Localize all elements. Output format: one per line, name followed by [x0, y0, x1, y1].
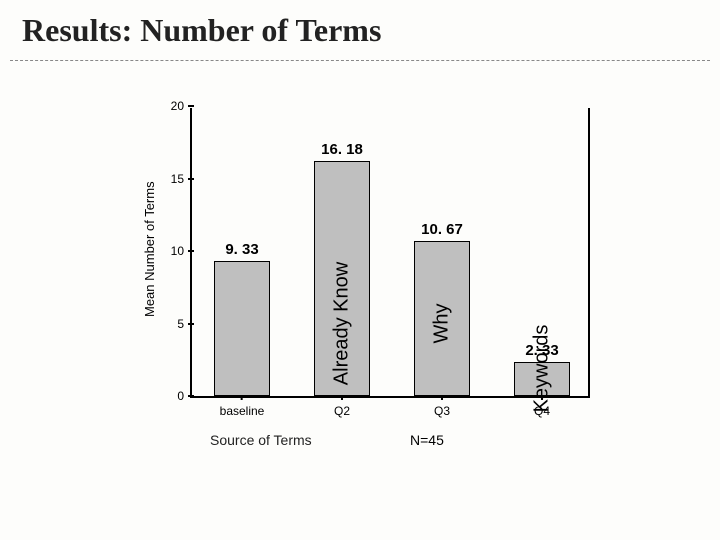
bar: 9. 33 — [214, 261, 270, 396]
bar-overlay-label: Keywords — [531, 324, 554, 412]
bar: 2. 33Keywords — [514, 362, 570, 396]
x-tick: baseline — [220, 396, 265, 418]
y-tick: 0 — [177, 389, 192, 403]
bar-value-label: 10. 67 — [421, 221, 463, 238]
title-divider — [10, 60, 710, 61]
bar-value-label: 9. 33 — [225, 241, 258, 258]
bar-overlay-label: Already Know — [331, 262, 354, 385]
y-tick: 20 — [171, 99, 192, 113]
bar: 16. 18Already Know — [314, 161, 370, 396]
y-tick: 15 — [171, 172, 192, 186]
page-title: Results: Number of Terms — [22, 12, 381, 49]
bar-overlay-label: Why — [431, 304, 454, 344]
plot-area: 05101520baseline9. 33Q216. 18Already Kno… — [190, 108, 590, 398]
y-tick: 5 — [177, 317, 192, 331]
x-axis-label: Source of Terms — [210, 432, 312, 448]
y-tick: 10 — [171, 244, 192, 258]
x-tick: Q3 — [434, 396, 450, 418]
bar: 10. 67Why — [414, 241, 470, 396]
bar-value-label: 16. 18 — [321, 141, 363, 158]
y-axis-label: Mean Number of Terms — [142, 181, 157, 317]
x-tick: Q2 — [334, 396, 350, 418]
sample-size-label: N=45 — [410, 432, 444, 448]
terms-bar-chart: 05101520baseline9. 33Q216. 18Already Kno… — [120, 90, 610, 450]
